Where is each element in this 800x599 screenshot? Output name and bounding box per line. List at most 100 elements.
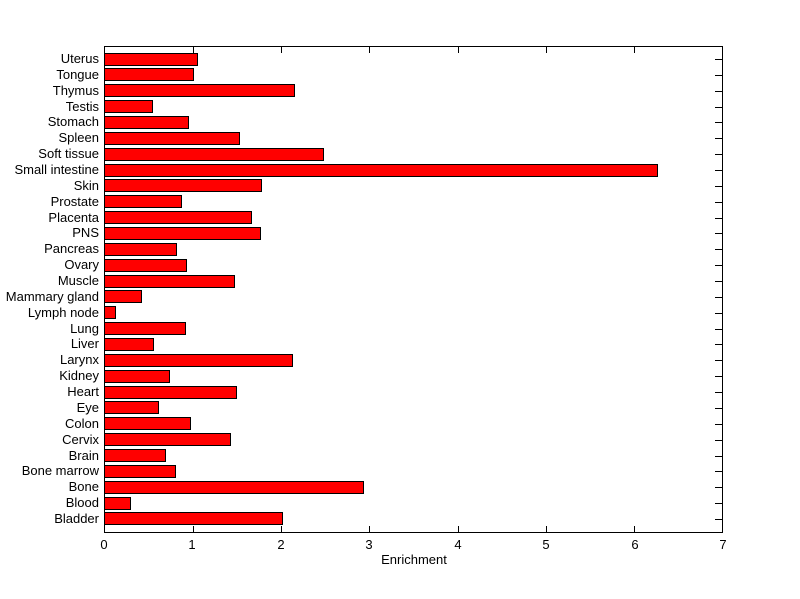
- x-tick-label: 4: [454, 537, 462, 552]
- y-tick-right: [715, 297, 722, 298]
- y-tick-right: [715, 122, 722, 123]
- x-tick-label: 6: [631, 537, 639, 552]
- bar: [105, 164, 658, 177]
- y-tick-label: Placenta: [48, 210, 99, 225]
- y-tick-right: [715, 138, 722, 139]
- y-tick-right: [715, 456, 722, 457]
- x-tick-bottom: [546, 526, 547, 532]
- y-tick-label: Kidney: [59, 368, 99, 383]
- y-tick-right: [715, 202, 722, 203]
- x-tick-top: [546, 47, 547, 53]
- y-tick-right: [715, 519, 722, 520]
- y-tick-right: [715, 75, 722, 76]
- y-tick-right: [715, 376, 722, 377]
- bar: [105, 100, 153, 113]
- y-tick-right: [715, 170, 722, 171]
- x-axis-label: Enrichment: [381, 552, 447, 567]
- bar: [105, 179, 262, 192]
- y-tick-label: Cervix: [62, 432, 99, 447]
- y-tick-right: [715, 186, 722, 187]
- bar: [105, 259, 187, 272]
- bar: [105, 148, 324, 161]
- y-tick-right: [715, 281, 722, 282]
- y-tick-label: Larynx: [59, 352, 99, 367]
- y-tick-label: Stomach: [47, 114, 99, 129]
- bar: [105, 227, 261, 240]
- bar: [105, 417, 191, 430]
- y-tick-right: [715, 487, 722, 488]
- x-tick-bottom: [634, 526, 635, 532]
- bar: [105, 68, 194, 81]
- bar: [105, 116, 189, 129]
- y-tick-right: [715, 408, 722, 409]
- y-tick-label: Bladder: [54, 511, 99, 526]
- y-tick-label: Skin: [73, 178, 99, 193]
- bar: [105, 132, 240, 145]
- y-tick-label: Heart: [67, 384, 99, 399]
- y-tick-right: [715, 154, 722, 155]
- y-tick-label: Lymph node: [27, 305, 99, 320]
- y-tick-label: Thymus: [52, 83, 99, 98]
- y-tick-label: Soft tissue: [38, 146, 99, 161]
- y-tick-right: [715, 344, 722, 345]
- y-tick-label: Muscle: [57, 273, 99, 288]
- x-tick-top: [634, 47, 635, 53]
- x-tick-bottom: [458, 526, 459, 532]
- x-tick-label: 2: [277, 537, 285, 552]
- y-tick-label: Pancreas: [44, 241, 99, 256]
- x-tick-bottom: [193, 526, 194, 532]
- y-tick-label: Mammary gland: [5, 289, 99, 304]
- y-tick-label: Prostate: [50, 194, 99, 209]
- y-tick-label: Uterus: [60, 51, 99, 66]
- plot-area: [104, 46, 723, 533]
- bar: [105, 53, 198, 66]
- y-tick-label: Brain: [68, 448, 99, 463]
- x-tick-label: 0: [100, 537, 108, 552]
- x-tick-bottom: [281, 526, 282, 532]
- y-tick-right: [715, 329, 722, 330]
- y-tick-right: [715, 503, 722, 504]
- bar: [105, 354, 293, 367]
- y-tick-label: Testis: [65, 99, 99, 114]
- x-tick-label: 3: [365, 537, 373, 552]
- bar: [105, 386, 237, 399]
- bar: [105, 370, 170, 383]
- bar: [105, 306, 116, 319]
- bar: [105, 243, 177, 256]
- x-tick-top: [369, 47, 370, 53]
- bar: [105, 465, 176, 478]
- y-tick-right: [715, 233, 722, 234]
- y-tick-label: Small intestine: [14, 162, 99, 177]
- y-tick-right: [715, 440, 722, 441]
- y-tick-label: Ovary: [64, 257, 99, 272]
- y-tick-label: Blood: [65, 495, 99, 510]
- y-tick-right: [715, 360, 722, 361]
- x-tick-bottom: [369, 526, 370, 532]
- y-tick-label: Eye: [76, 400, 99, 415]
- x-tick-label: 1: [188, 537, 196, 552]
- x-tick-top: [193, 47, 194, 53]
- y-tick-right: [715, 107, 722, 108]
- y-tick-label: Bone: [68, 479, 99, 494]
- y-tick-right: [715, 249, 722, 250]
- bar: [105, 449, 166, 462]
- x-tick-top: [281, 47, 282, 53]
- bar: [105, 211, 252, 224]
- x-tick-label: 7: [719, 537, 727, 552]
- bar: [105, 338, 154, 351]
- bar: [105, 401, 159, 414]
- bar: [105, 290, 142, 303]
- bar: [105, 512, 283, 525]
- y-tick-right: [715, 424, 722, 425]
- y-tick-label: Lung: [70, 321, 99, 336]
- y-tick-right: [715, 392, 722, 393]
- y-tick-label: Tongue: [56, 67, 99, 82]
- y-tick-right: [715, 218, 722, 219]
- y-tick-label: Bone marrow: [21, 463, 99, 478]
- y-tick-label: Spleen: [58, 130, 99, 145]
- bar: [105, 84, 295, 97]
- x-tick-label: 5: [542, 537, 550, 552]
- y-tick-right: [715, 471, 722, 472]
- y-tick-right: [715, 91, 722, 92]
- y-tick-right: [715, 59, 722, 60]
